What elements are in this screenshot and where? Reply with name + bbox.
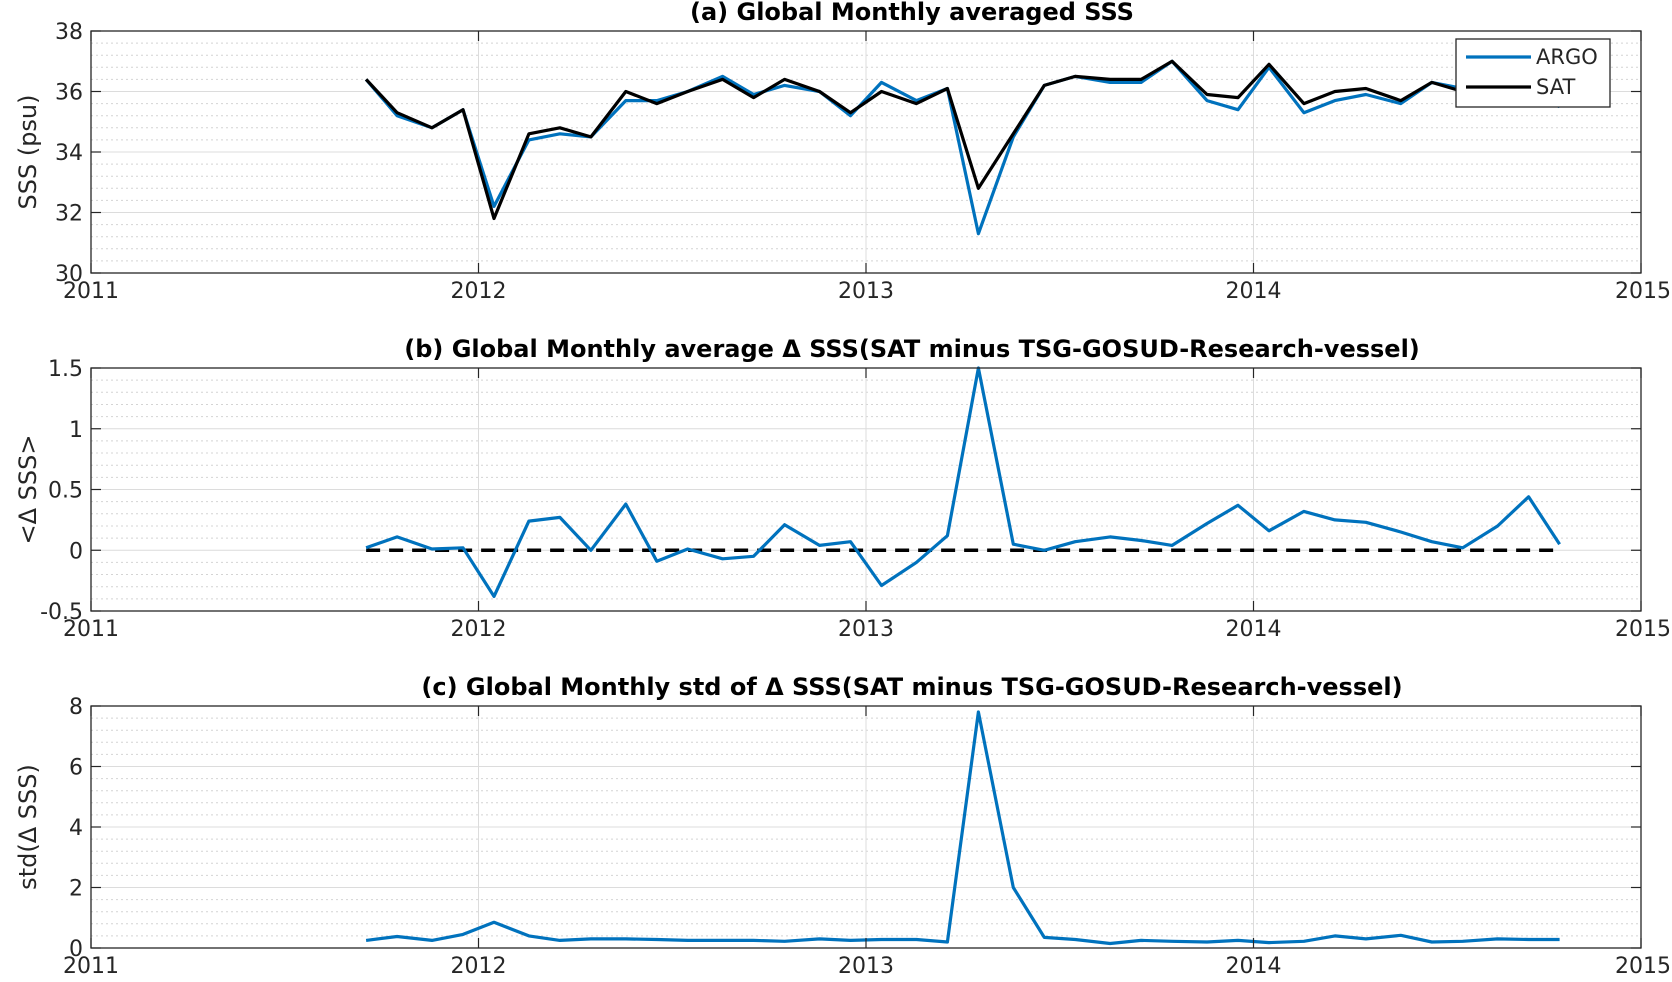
x-tick-label: 2012: [451, 279, 507, 304]
x-tick-label: 2015: [1615, 954, 1671, 979]
series-line: [365, 710, 1560, 946]
x-tick-label: 2011: [63, 279, 119, 304]
y-tick-label: 8: [69, 695, 83, 720]
series-line: [365, 366, 1561, 599]
y-axis-label: <Δ SSS>: [14, 435, 42, 545]
y-tick-label: 0.5: [48, 479, 83, 504]
x-tick-label: 2011: [63, 954, 119, 979]
chart-title: (c) Global Monthly std of Δ SSS(SAT minu…: [421, 673, 1402, 701]
y-tick-label: 1.5: [48, 357, 83, 382]
panel-a: 30 32 34 36 38 2011 2012 2013 2014 2015 (a) Global…: [14, 0, 1671, 304]
x-tick-label: 2015: [1615, 279, 1671, 304]
y-tick-label: 1: [69, 418, 83, 443]
y-tick-label: -0.5: [40, 600, 83, 625]
x-tick-label: 2013: [838, 954, 894, 979]
x-tick-label: 2012: [451, 617, 507, 642]
y-tick-label: 2: [69, 877, 83, 902]
legend-label-sat: SAT: [1536, 75, 1575, 99]
x-tick-label: 2013: [838, 617, 894, 642]
y-tick-label: 34: [55, 141, 83, 166]
y-tick-label: 32: [55, 202, 83, 227]
x-tick-label: 2014: [1226, 617, 1282, 642]
y-tick-label: 0: [69, 539, 83, 564]
x-tick-label: 2011: [63, 617, 119, 642]
legend-box: [1455, 38, 1611, 108]
y-tick-label: 38: [55, 20, 83, 45]
y-axis-label: std(Δ SSS): [14, 764, 42, 890]
x-tick-label: 2015: [1615, 617, 1671, 642]
y-tick-label: 0: [69, 937, 83, 962]
y-axis-label: SSS (psu): [14, 94, 42, 209]
y-tick-label: 36: [55, 81, 83, 106]
chart-title: (a) Global Monthly averaged SSS: [690, 0, 1134, 26]
chart-title: (b) Global Monthly average Δ SSS(SAT min…: [404, 335, 1420, 363]
y-tick-label: 30: [55, 262, 83, 287]
x-tick-label: 2014: [1226, 954, 1282, 979]
x-tick-label: 2013: [838, 279, 894, 304]
x-tick-label: 2014: [1226, 279, 1282, 304]
legend: ARGO SAT: [1455, 38, 1611, 108]
series-sat-line: [364, 59, 1560, 221]
y-tick-label: 6: [69, 756, 83, 781]
panel-c: 0 2 4 6 8 2011 2012 2013 2014 2015 (c) Global Mont…: [14, 673, 1671, 979]
x-tick-label: 2012: [451, 954, 507, 979]
y-tick-label: 4: [69, 816, 83, 841]
series-argo-line: [364, 59, 1561, 236]
legend-label-argo: ARGO: [1536, 45, 1598, 69]
panel-b: -0.5 0 0.5 1 1.5 2011 2012 2013 2014 2015 (b) Glob…: [14, 335, 1671, 642]
